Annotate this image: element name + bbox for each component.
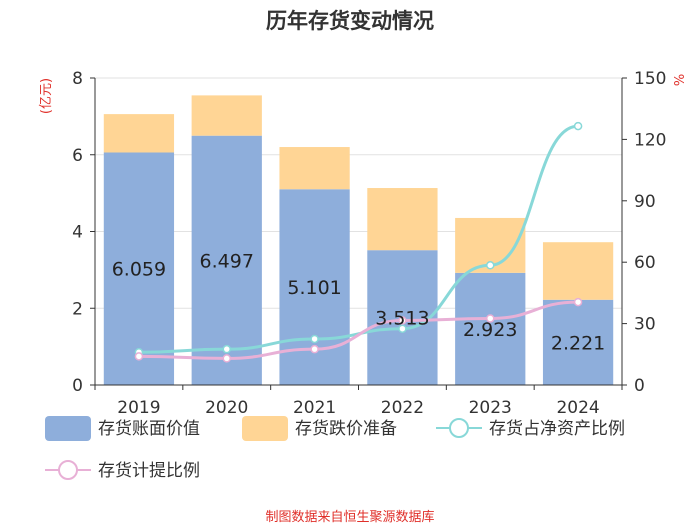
legend-swatch (242, 416, 288, 441)
right-tick-label: 30 (634, 315, 656, 335)
axes: 0 2 4 6 8 0 30 60 90 120 150 2019 2020 2021 2022 2023 20… (72, 69, 666, 418)
right-tick-label: 90 (634, 192, 656, 212)
source-note: 制图数据来自恒生聚源数据库 (265, 509, 434, 525)
point-provision-ratio (134, 352, 144, 361)
bar-impairment-reserve (103, 114, 175, 153)
left-tick-label: 6 (72, 146, 83, 166)
x-tick-label: 2023 (469, 398, 512, 418)
right-tick-label: 0 (634, 376, 645, 396)
point-provision-ratio (310, 344, 319, 354)
bar-book-value (455, 272, 526, 385)
bar-book-value (103, 152, 175, 385)
bar-labels: 6.059 6.497 5.101 3.513 2.923 2.221 (112, 250, 606, 354)
x-tick-label: 2022 (381, 398, 424, 418)
point-inventory-to-net-assets (486, 261, 495, 270)
x-tick-label: 2024 (556, 398, 599, 418)
point-inventory-to-net-assets (398, 324, 407, 333)
legend-label: 存货跌价准备 (295, 419, 397, 439)
lines (134, 121, 583, 363)
right-tick-label: 120 (634, 130, 666, 150)
left-tick-label: 8 (72, 69, 83, 89)
legend-label: 存货占净资产比例 (489, 419, 625, 439)
legend-label: 存货账面价值 (98, 419, 200, 439)
bar-value-label: 2.221 (551, 332, 605, 354)
x-tick-label: 2021 (293, 398, 336, 418)
bar-value-label: 2.923 (463, 319, 517, 341)
legend-marker (449, 418, 469, 438)
point-inventory-to-net-assets (573, 121, 583, 131)
bar-impairment-reserve (191, 95, 262, 136)
right-tick-label: 60 (634, 253, 656, 273)
point-provision-ratio (573, 297, 583, 307)
right-axis-unit: % (673, 74, 688, 86)
bar-impairment-reserve (367, 188, 438, 251)
line-provision-ratio (138, 300, 579, 360)
bar-impairment-reserve (542, 242, 614, 300)
bar-impairment-reserve (279, 147, 350, 190)
left-tick-label: 2 (72, 299, 83, 319)
bar-value-label: 3.513 (375, 308, 429, 330)
legend-label: 存货计提比例 (98, 461, 200, 481)
bar-value-label: 6.059 (112, 259, 166, 281)
left-axis-unit: (亿元) (39, 78, 54, 114)
point-provision-ratio (398, 316, 407, 325)
bar-value-label: 5.101 (287, 277, 341, 299)
x-tick-label: 2020 (205, 398, 248, 418)
bar-value-label: 6.497 (200, 250, 254, 272)
x-tick-label: 2019 (117, 398, 160, 418)
point-inventory-to-net-assets (310, 334, 319, 344)
point-provision-ratio (486, 314, 495, 323)
legend-marker (58, 460, 78, 480)
point-inventory-to-net-assets (222, 344, 231, 354)
bar-book-value (542, 299, 614, 385)
left-tick-label: 0 (72, 376, 83, 396)
left-tick-label: 4 (72, 223, 83, 243)
legend-swatch (45, 416, 91, 441)
bars (103, 95, 614, 385)
point-provision-ratio (222, 354, 231, 363)
right-tick-label: 150 (634, 69, 666, 89)
chart-title: 历年存货变动情况 (266, 9, 434, 33)
bar-book-value (191, 135, 262, 385)
